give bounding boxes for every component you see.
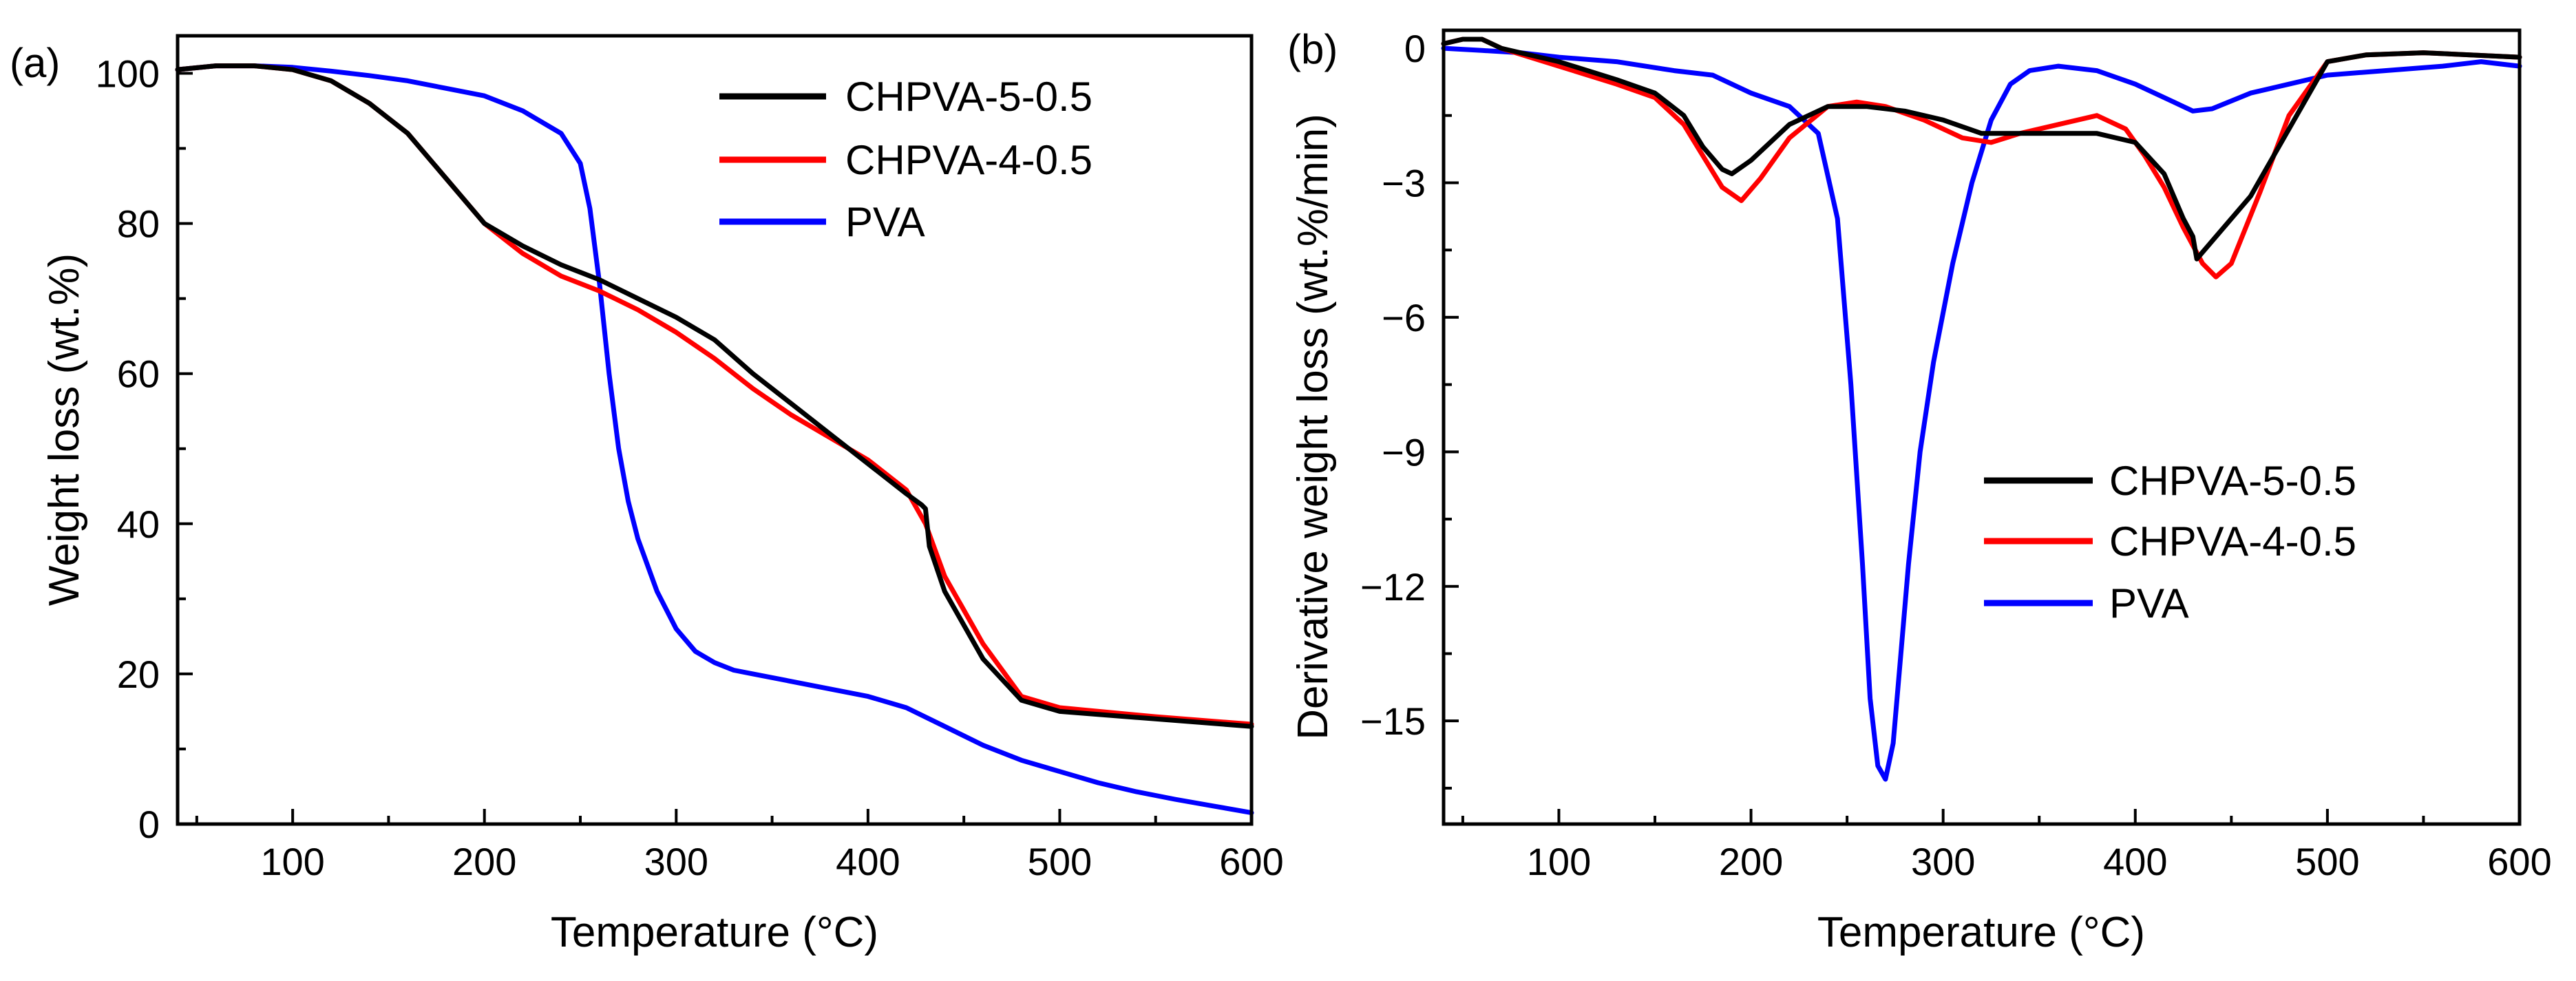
legend-label-chpva-5-0.5: CHPVA-5-0.5: [845, 74, 1092, 120]
x-tick-label: 400: [2103, 840, 2167, 883]
series-line-pva: [175, 63, 1254, 816]
panel-b-ticks: [1444, 47, 2521, 824]
y-tick-label: 0: [1404, 27, 1426, 70]
y-tick-label: 100: [96, 52, 160, 96]
y-tick-label: −15: [1360, 699, 1426, 743]
x-tick-label: 200: [452, 840, 516, 883]
legend-label-chpva-5-0.5: CHPVA-5-0.5: [2109, 458, 2356, 504]
panel-b-legend: CHPVA-5-0.5 CHPVA-4-0.5 PVA: [1984, 458, 2356, 626]
panel-a-tga: (a) 100 200 300 400 500 600 0 20 40 60 8…: [10, 34, 1284, 956]
panel-a-x-axis-title: Temperature (°C): [551, 909, 878, 956]
series-line-chpva-5-0.5: [1441, 36, 2522, 262]
x-tick-label: 500: [1028, 840, 1092, 883]
x-tick-label: 300: [644, 840, 708, 883]
x-tick-label: 500: [2295, 840, 2359, 883]
x-tick-label: 100: [1527, 840, 1591, 883]
panel-a-y-tick-labels: 0 20 40 60 80 100: [96, 52, 160, 847]
y-tick-label: 60: [117, 352, 160, 396]
panel-b-label: (b): [1287, 26, 1338, 72]
x-tick-label: 600: [1219, 840, 1283, 883]
panel-a-plot-frame: [176, 34, 1254, 826]
panel-a-x-tick-labels: 100 200 300 400 500 600: [260, 840, 1283, 883]
panel-b-dtg: (b) 100 200 300 400 500 600 0 −3 −6 −9 −…: [1287, 26, 2552, 956]
y-tick-label: 80: [117, 202, 160, 246]
y-tick-label: −3: [1382, 162, 1426, 205]
panel-a-legend: CHPVA-5-0.5 CHPVA-4-0.5 PVA: [719, 74, 1092, 245]
x-tick-label: 400: [836, 840, 900, 883]
y-tick-label: 20: [117, 653, 160, 696]
series-line-chpva-4-0.5: [1441, 36, 2522, 279]
panel-b-x-axis-title: Temperature (°C): [1817, 909, 2145, 956]
panel-b-x-tick-labels: 100 200 300 400 500 600: [1527, 840, 2552, 883]
panel-a-label: (a): [10, 40, 60, 86]
x-tick-label: 200: [1719, 840, 1783, 883]
panel-a-y-axis-title: Weight loss (wt.%): [41, 253, 88, 606]
panel-a-curves: [175, 63, 1254, 816]
panel-b-y-tick-labels: 0 −3 −6 −9 −12 −15: [1360, 27, 1426, 743]
legend-label-pva: PVA: [845, 199, 925, 245]
series-line-pva: [1441, 45, 2522, 782]
y-tick-label: −6: [1382, 296, 1426, 339]
x-tick-label: 100: [260, 840, 324, 883]
panel-b-curves: [1441, 36, 2522, 782]
series-line-chpva-5-0.5: [175, 63, 1254, 729]
legend-label-pva: PVA: [2109, 580, 2189, 626]
panel-b-plot-frame: [1442, 28, 2522, 826]
y-tick-label: −9: [1382, 430, 1426, 474]
legend-label-chpva-4-0.5: CHPVA-4-0.5: [845, 137, 1092, 183]
x-tick-label: 600: [2487, 840, 2551, 883]
legend-label-chpva-4-0.5: CHPVA-4-0.5: [2109, 518, 2356, 565]
panel-b-y-axis-title: Derivative weight loss (wt.%/min): [1289, 114, 1337, 740]
x-tick-label: 300: [1911, 840, 1975, 883]
y-tick-label: 0: [138, 803, 160, 846]
y-tick-label: −12: [1360, 565, 1426, 609]
y-tick-label: 40: [117, 503, 160, 546]
